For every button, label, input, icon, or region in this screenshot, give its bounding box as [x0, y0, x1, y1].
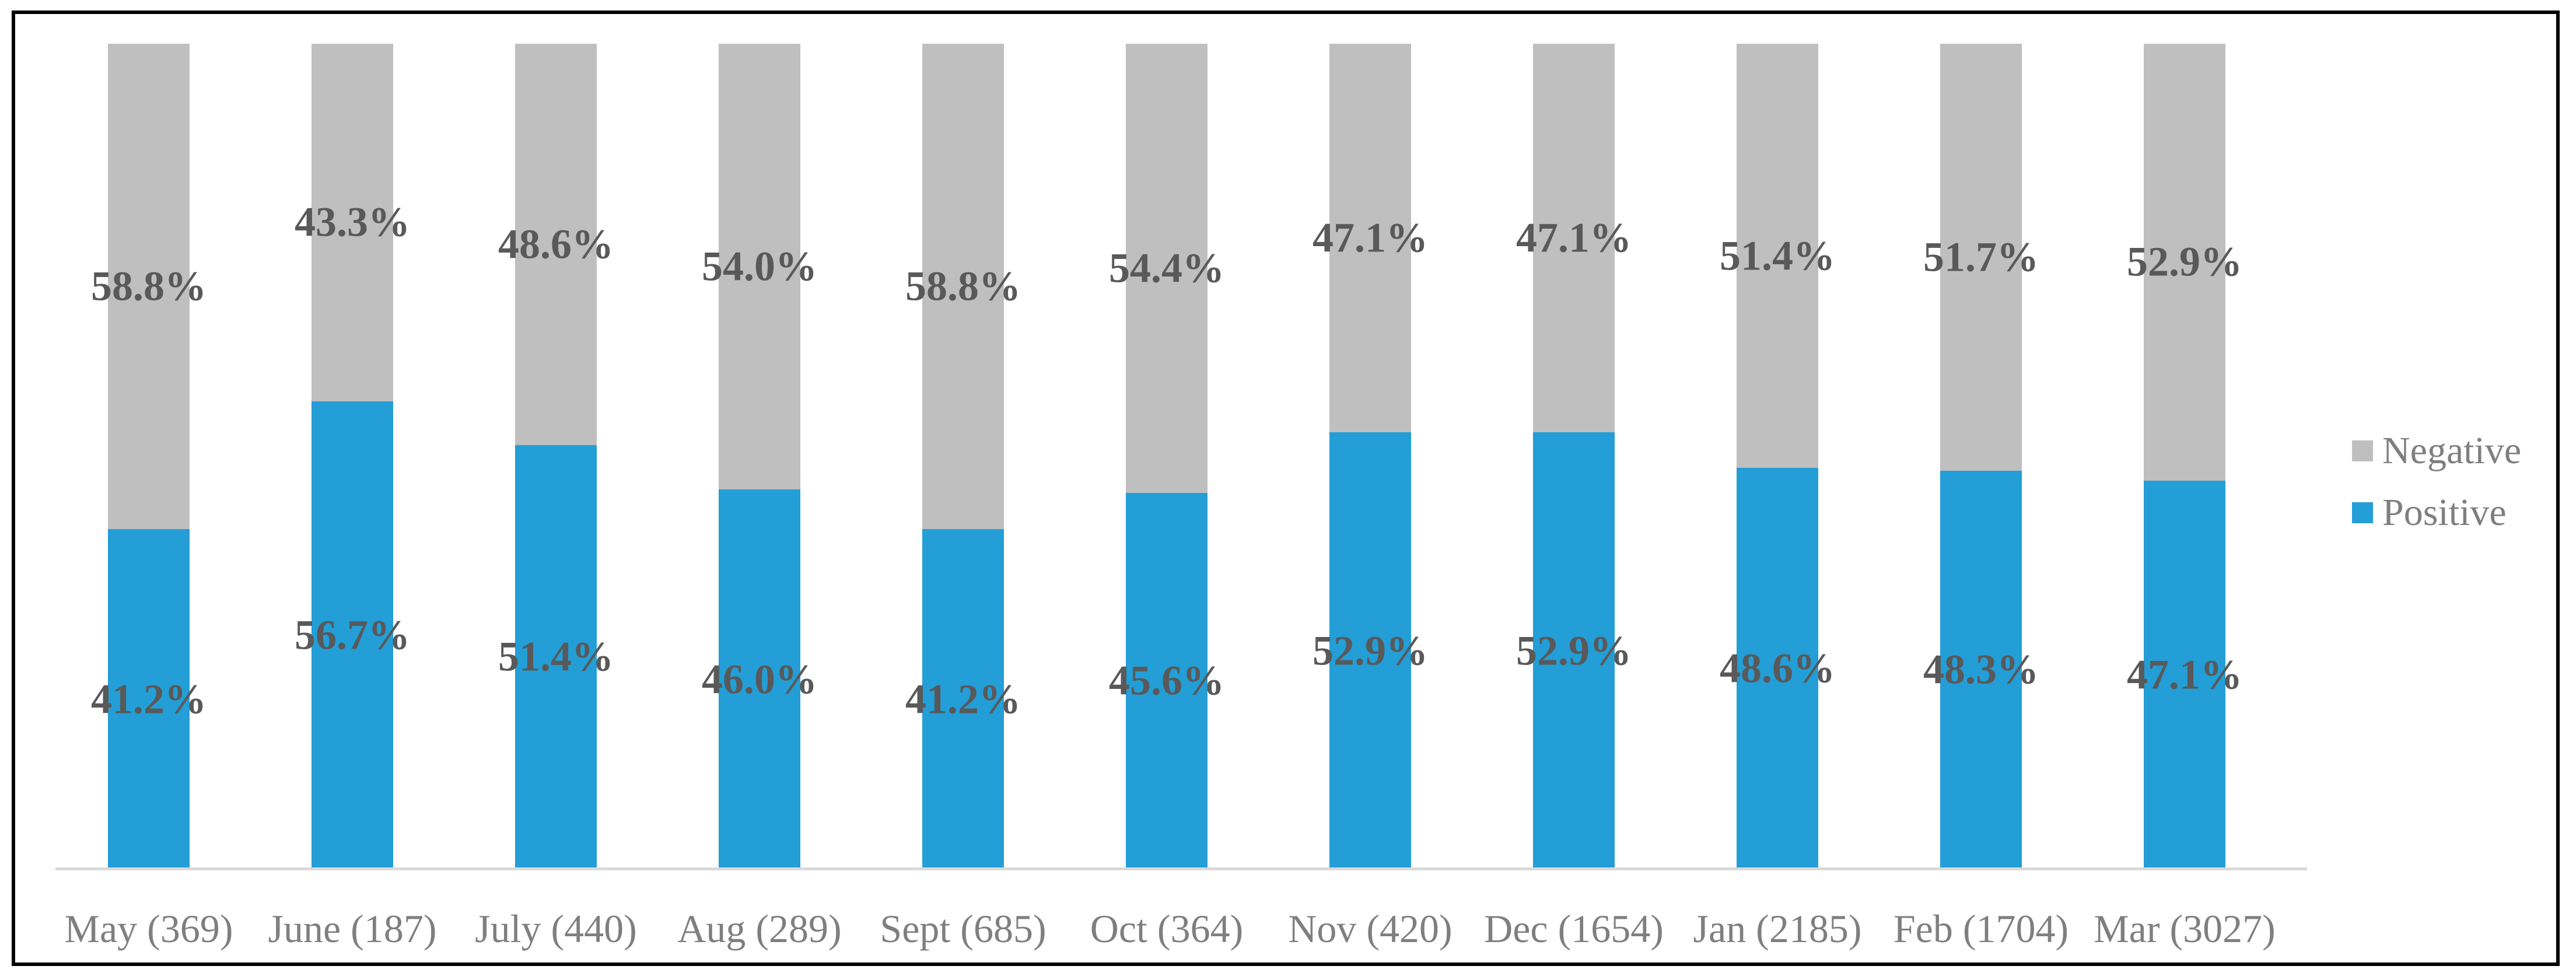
stacked-bar: 48.6% 51.4%: [498, 44, 614, 869]
negative-percent-label: 54.4%: [1109, 244, 1224, 292]
legend-item-negative: Negative: [2352, 429, 2521, 473]
bar-segment-positive: 51.4%: [498, 444, 614, 869]
stacked-bar: 51.7% 48.3%: [1923, 44, 2039, 869]
negative-percent-label: 47.1%: [1516, 214, 1632, 261]
bar-segment-positive: 48.6%: [1720, 468, 1835, 869]
bar-segment-negative: 48.6%: [498, 44, 614, 445]
positive-percent-label: 45.6%: [1109, 657, 1224, 704]
positive-percent-label: 48.3%: [1923, 646, 2039, 693]
positive-percent-label: 52.9%: [1516, 627, 1632, 674]
x-axis-category-label: Nov (420): [1288, 907, 1452, 951]
bar-segment-positive: 52.9%: [1312, 432, 1428, 869]
stacked-bar: 54.4% 45.6%: [1109, 44, 1224, 869]
negative-percent-label: 47.1%: [1312, 214, 1428, 261]
stacked-bar: 51.4% 48.6%: [1720, 44, 1835, 869]
x-axis-category-label: May (369): [64, 907, 233, 951]
x-axis-category-label: Jan (2185): [1693, 907, 1862, 951]
chart-frame-border: [12, 10, 2560, 966]
bar-segment-negative: 51.4%: [1720, 44, 1835, 468]
legend-label: Positive: [2382, 491, 2507, 534]
negative-percent-label: 58.8%: [905, 262, 1021, 310]
bar-segment-positive: 47.1%: [2127, 480, 2242, 869]
x-axis-category-label: July (440): [475, 907, 637, 951]
positive-percent-label: 47.1%: [2127, 651, 2242, 698]
negative-percent-label: 51.4%: [1720, 232, 1835, 279]
x-axis-category-label: Oct (364): [1090, 907, 1244, 951]
bar-segment-negative: 43.3%: [295, 44, 410, 401]
negative-percent-label: 48.6%: [498, 220, 614, 268]
legend: Negative Positive: [2352, 429, 2521, 553]
negative-percent-label: 51.7%: [1923, 233, 2039, 281]
x-axis-category-label: Dec (1654): [1484, 907, 1664, 951]
negative-percent-label: 43.3%: [295, 198, 410, 246]
stacked-bar: 54.0% 46.0%: [702, 44, 817, 869]
x-axis-category-label: Aug (289): [677, 907, 842, 951]
negative-percent-label: 58.8%: [91, 262, 206, 310]
stacked-bar: 47.1% 52.9%: [1516, 44, 1632, 869]
stacked-bar: 43.3% 56.7%: [295, 44, 410, 869]
positive-percent-label: 51.4%: [498, 633, 614, 680]
legend-label: Negative: [2382, 429, 2522, 472]
legend-item-positive: Positive: [2352, 491, 2521, 534]
bar-segment-negative: 54.4%: [1109, 44, 1224, 493]
bar-segment-negative: 54.0%: [702, 44, 817, 490]
stacked-bar: 58.8% 41.2%: [91, 44, 206, 869]
x-axis-category-label: Sept (685): [880, 907, 1046, 951]
stacked-bar: 52.9% 47.1%: [2127, 44, 2242, 869]
bar-segment-negative: 47.1%: [1516, 44, 1632, 433]
positive-percent-label: 41.2%: [91, 676, 206, 722]
bar-segment-negative: 58.8%: [91, 44, 206, 530]
bar-segment-negative: 51.7%: [1923, 44, 2039, 471]
negative-percent-label: 52.9%: [2127, 238, 2242, 285]
x-axis-category-label: June (187): [268, 907, 437, 951]
legend-swatch-icon: [2352, 502, 2373, 523]
bar-segment-positive: 41.2%: [91, 529, 206, 869]
positive-percent-label: 56.7%: [295, 611, 410, 659]
bar-segment-positive: 48.3%: [1923, 470, 2039, 869]
bar-segment-positive: 52.9%: [1516, 432, 1632, 869]
stacked-bar: 47.1% 52.9%: [1312, 44, 1428, 869]
bar-segment-negative: 47.1%: [1312, 44, 1428, 433]
positive-percent-label: 41.2%: [905, 676, 1021, 722]
negative-percent-label: 54.0%: [702, 243, 817, 290]
stacked-bar: 58.8% 41.2%: [905, 44, 1021, 869]
legend-swatch-icon: [2352, 440, 2373, 461]
bar-segment-positive: 45.6%: [1109, 492, 1224, 869]
x-axis-category-label: Feb (1704): [1893, 907, 2069, 951]
x-axis-line: [55, 867, 2307, 870]
positive-percent-label: 52.9%: [1312, 627, 1428, 674]
positive-percent-label: 46.0%: [702, 656, 817, 703]
bar-segment-negative: 52.9%: [2127, 44, 2242, 481]
bar-segment-positive: 56.7%: [295, 401, 410, 869]
bar-segment-positive: 41.2%: [905, 529, 1021, 869]
bar-segment-positive: 46.0%: [702, 489, 817, 869]
bar-segment-negative: 58.8%: [905, 44, 1021, 530]
x-axis-category-label: Mar (3027): [2094, 907, 2276, 951]
positive-percent-label: 48.6%: [1720, 645, 1835, 692]
